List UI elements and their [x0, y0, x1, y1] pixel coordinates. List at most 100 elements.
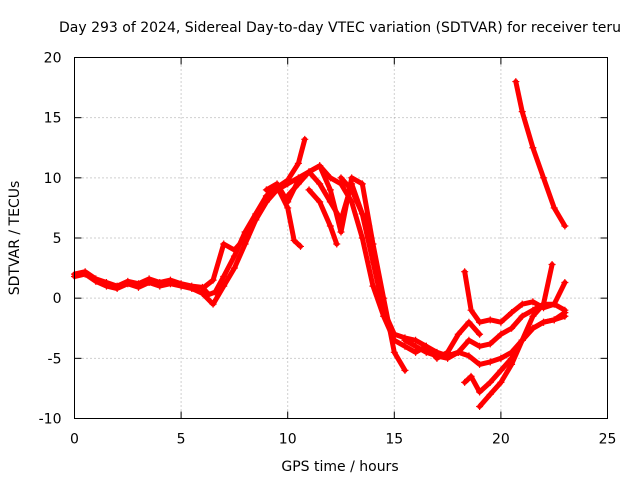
data-point [337, 174, 345, 182]
series-line [513, 79, 568, 229]
data-point [284, 192, 292, 200]
data-point [444, 348, 452, 356]
x-tick-label: 20 [492, 432, 510, 448]
data-point [380, 294, 388, 302]
data-point [333, 240, 341, 248]
data-point [230, 252, 238, 260]
series-track-c [198, 162, 569, 368]
data-point [220, 240, 228, 248]
series-line [72, 183, 303, 298]
data-point [348, 186, 356, 194]
data-point [348, 174, 356, 182]
chart-title: Day 293 of 2024, Sidereal Day-to-day VTE… [59, 20, 621, 36]
data-point [529, 324, 537, 332]
series-track-d [262, 168, 484, 362]
data-point [454, 348, 462, 356]
data-point [113, 285, 121, 293]
data-point [290, 236, 298, 244]
data-point [497, 354, 505, 362]
y-tick-label: 10 [44, 171, 62, 187]
series-track-i [461, 268, 569, 326]
data-point [412, 336, 420, 344]
data-point [486, 358, 494, 366]
data-point [241, 234, 249, 242]
data-point [518, 312, 526, 320]
data-point [422, 342, 430, 350]
data-point [476, 388, 484, 396]
data-point [284, 180, 292, 188]
data-point [518, 108, 526, 116]
data-point [369, 282, 377, 290]
y-tick-label: 5 [53, 231, 62, 247]
y-tick-label: -10 [39, 412, 62, 428]
data-point [422, 348, 430, 356]
grid-lines [74, 57, 608, 419]
data-point [390, 348, 398, 356]
data-point [476, 402, 484, 410]
series-line [338, 175, 372, 229]
data-point [365, 222, 373, 230]
data-point [465, 318, 473, 326]
data-point [550, 316, 558, 324]
data-point [358, 210, 366, 218]
data-point [188, 285, 196, 293]
axis-ticks: 0 5 10 15 20 25 -10 -5 0 5 10 15 20 [39, 51, 617, 448]
data-point [134, 283, 142, 291]
data-point [294, 159, 302, 167]
data-point [145, 279, 153, 287]
data-point [548, 260, 556, 268]
data-point [326, 174, 334, 182]
x-tick-label: 25 [599, 432, 617, 448]
series-track-k [476, 312, 569, 410]
data-point [220, 273, 228, 281]
data-point [284, 198, 292, 206]
series-track-l [512, 78, 569, 230]
data-point [540, 174, 548, 182]
data-point [486, 316, 494, 324]
data-point [316, 180, 324, 188]
data-point [124, 280, 132, 288]
y-tick-label: 20 [44, 51, 62, 67]
data-point [561, 279, 569, 287]
plot-frame [74, 57, 608, 419]
data-point [561, 312, 569, 320]
data-point [497, 330, 505, 338]
data-point [358, 180, 366, 188]
data-point [401, 336, 409, 344]
data-point [508, 324, 516, 332]
series-line [462, 262, 555, 395]
series-track-j [461, 260, 556, 396]
data-point [156, 282, 164, 290]
data-point [326, 186, 334, 194]
data-point [461, 268, 469, 276]
data-point [497, 318, 505, 326]
data-point [412, 342, 420, 350]
data-point [220, 282, 228, 290]
data-point [305, 186, 313, 194]
data-point [166, 280, 174, 288]
series-track-f [305, 186, 341, 248]
data-point [177, 282, 185, 290]
series-line [306, 187, 340, 247]
data-point [81, 270, 89, 278]
data-point [467, 372, 475, 380]
x-tick-label: 5 [177, 432, 186, 448]
data-point [486, 340, 494, 348]
data-point [465, 352, 473, 360]
data-point [561, 306, 569, 314]
data-point [454, 330, 462, 338]
data-point [508, 360, 516, 368]
y-axis-label: SDTVAR / TECUs [7, 181, 23, 296]
data-point [444, 354, 452, 362]
data-point [497, 366, 505, 374]
data-point [273, 180, 281, 188]
data-point [316, 198, 324, 206]
y-tick-label: 0 [53, 291, 62, 307]
data-point [326, 222, 334, 230]
data-point [305, 168, 313, 176]
data-point [262, 186, 270, 194]
x-tick-label: 10 [279, 432, 297, 448]
series-track-g [337, 174, 373, 230]
data-point [540, 300, 548, 308]
